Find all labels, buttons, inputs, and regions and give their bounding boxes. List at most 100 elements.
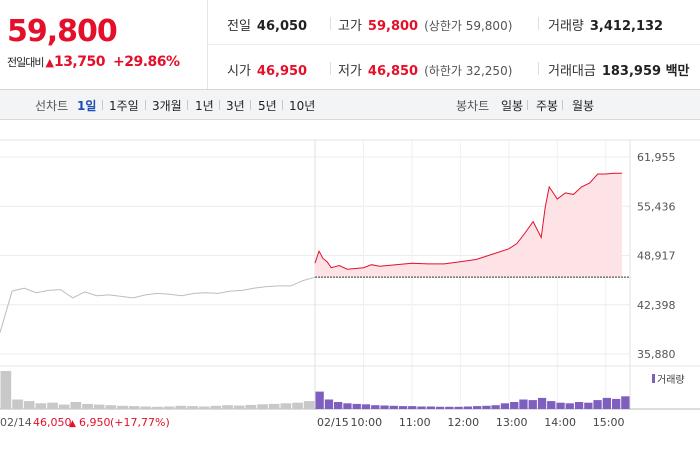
change-percent: +29.86%: [112, 54, 180, 70]
divider: [187, 100, 188, 110]
volume-bar: [593, 400, 602, 409]
volume-bar: [233, 405, 245, 409]
volume-bar: [473, 406, 482, 409]
volume-bar: [454, 406, 463, 409]
divider: [538, 62, 539, 75]
volume-bar: [93, 404, 105, 409]
volume-bar: [565, 403, 574, 409]
volume-bar: [0, 371, 12, 409]
divider: [250, 100, 251, 110]
amount-info: 거래대금 183,959 백만: [548, 60, 690, 79]
volume-bar: [334, 402, 343, 409]
volume-legend-swatch: [652, 374, 655, 383]
volume-bar: [398, 406, 408, 409]
tab-3y[interactable]: 3년: [226, 99, 245, 113]
volume-bar: [82, 403, 93, 409]
divider: [538, 17, 539, 30]
volume-bar: [210, 405, 222, 409]
open-label: 시가: [227, 64, 251, 79]
volume-bar: [408, 406, 417, 409]
divider: [282, 100, 283, 110]
volume-bar: [612, 398, 621, 409]
volume-bar: [315, 391, 324, 409]
volume-bar: [268, 403, 280, 409]
volume-bar: [621, 396, 630, 409]
tab-5y[interactable]: 5년: [258, 99, 277, 113]
amount-value: 183,959 백만: [601, 64, 690, 79]
volume-bar: [105, 405, 117, 409]
volume-bar: [12, 399, 23, 409]
volume-bar: [435, 406, 445, 409]
tab-10y[interactable]: 10년: [289, 99, 316, 113]
tab-1d[interactable]: 1일: [77, 99, 97, 113]
tab-daily-candle[interactable]: 일봉: [501, 99, 524, 113]
volume-bar: [117, 405, 128, 409]
volume-bar: [324, 399, 334, 409]
volume-bar: [140, 406, 152, 409]
volume-bar: [574, 402, 584, 409]
volume-bar: [163, 406, 175, 409]
volume-bar: [528, 400, 537, 409]
volume-bar: [257, 404, 268, 410]
series-line-today: [314, 172, 622, 270]
line-chart-label: 선차트: [35, 99, 69, 113]
volume-bar: [500, 403, 510, 409]
volume-bar: [175, 405, 187, 409]
high-label: 고가: [338, 19, 362, 34]
divider: [102, 100, 103, 110]
divider: [330, 62, 331, 75]
volume-bar: [602, 397, 611, 409]
series-area-today: [315, 173, 622, 278]
volume-legend-label: 거래량: [657, 374, 685, 386]
volume-bar: [128, 406, 140, 409]
volume-bar: [35, 403, 47, 409]
volume-bar: [303, 401, 315, 409]
volume-bar: [547, 401, 556, 409]
prev-close-value: 46,050: [256, 19, 308, 34]
y-tick-label: 42,398: [637, 299, 676, 312]
volume-label: 거래량: [548, 19, 584, 34]
tab-1w[interactable]: 1주일: [109, 99, 139, 113]
volume-bar: [292, 402, 303, 409]
prev-close: 전일 46,050: [227, 15, 307, 34]
high: 고가 59,800 (상한가 59,800): [338, 15, 512, 34]
volume-bar: [361, 404, 371, 410]
x-tick-label: 14:00: [544, 416, 576, 429]
tab-1y[interactable]: 1년: [195, 99, 214, 113]
chart-tabs: 선차트 1일 1주일 3개월 1년 3년 5년 10년 봉차트 일봉 주봉 월봉: [0, 90, 700, 120]
divider: [145, 100, 146, 110]
tab-3m[interactable]: 3개월: [152, 99, 182, 113]
y-tick-label: 35,880: [637, 348, 676, 361]
volume-bar: [389, 405, 398, 409]
change-label: 전일대비: [7, 56, 44, 69]
up-arrow-icon: ▲: [45, 56, 54, 69]
low-label: 저가: [338, 64, 362, 79]
lower-limit: (하한가 32,250): [424, 64, 513, 78]
volume-bar: [537, 397, 547, 409]
volume-bar: [198, 406, 210, 409]
low: 저가 46,850 (하한가 32,250): [338, 60, 512, 79]
change-row: 전일대비 ▲13,750 +29.86%: [7, 54, 180, 70]
volume-bar: [584, 402, 593, 409]
tab-weekly-candle[interactable]: 주봉: [536, 99, 559, 113]
volume-bar: [222, 405, 233, 409]
divider: [527, 100, 528, 110]
low-value: 46,850: [367, 64, 419, 79]
volume-bar: [463, 406, 472, 409]
volume-bar: [417, 406, 426, 409]
prev-day-change: 6,950: [79, 416, 111, 429]
upper-limit: (상한가 59,800): [424, 19, 513, 33]
row-divider: [207, 44, 700, 45]
change-value: 13,750: [53, 54, 106, 70]
tab-monthly-candle[interactable]: 월봉: [572, 99, 595, 113]
price-box: 59,800 전일대비 ▲13,750 +29.86%: [0, 0, 208, 89]
divider: [330, 17, 331, 30]
divider: [219, 100, 220, 110]
volume-bar: [445, 406, 454, 409]
x-tick-label: 15:00: [593, 416, 625, 429]
volume-bar: [352, 403, 361, 409]
x-tick-label: 11:00: [399, 416, 431, 429]
amount-label: 거래대금: [548, 64, 596, 79]
volume-bar: [491, 405, 500, 409]
y-tick-label: 48,917: [637, 250, 676, 263]
